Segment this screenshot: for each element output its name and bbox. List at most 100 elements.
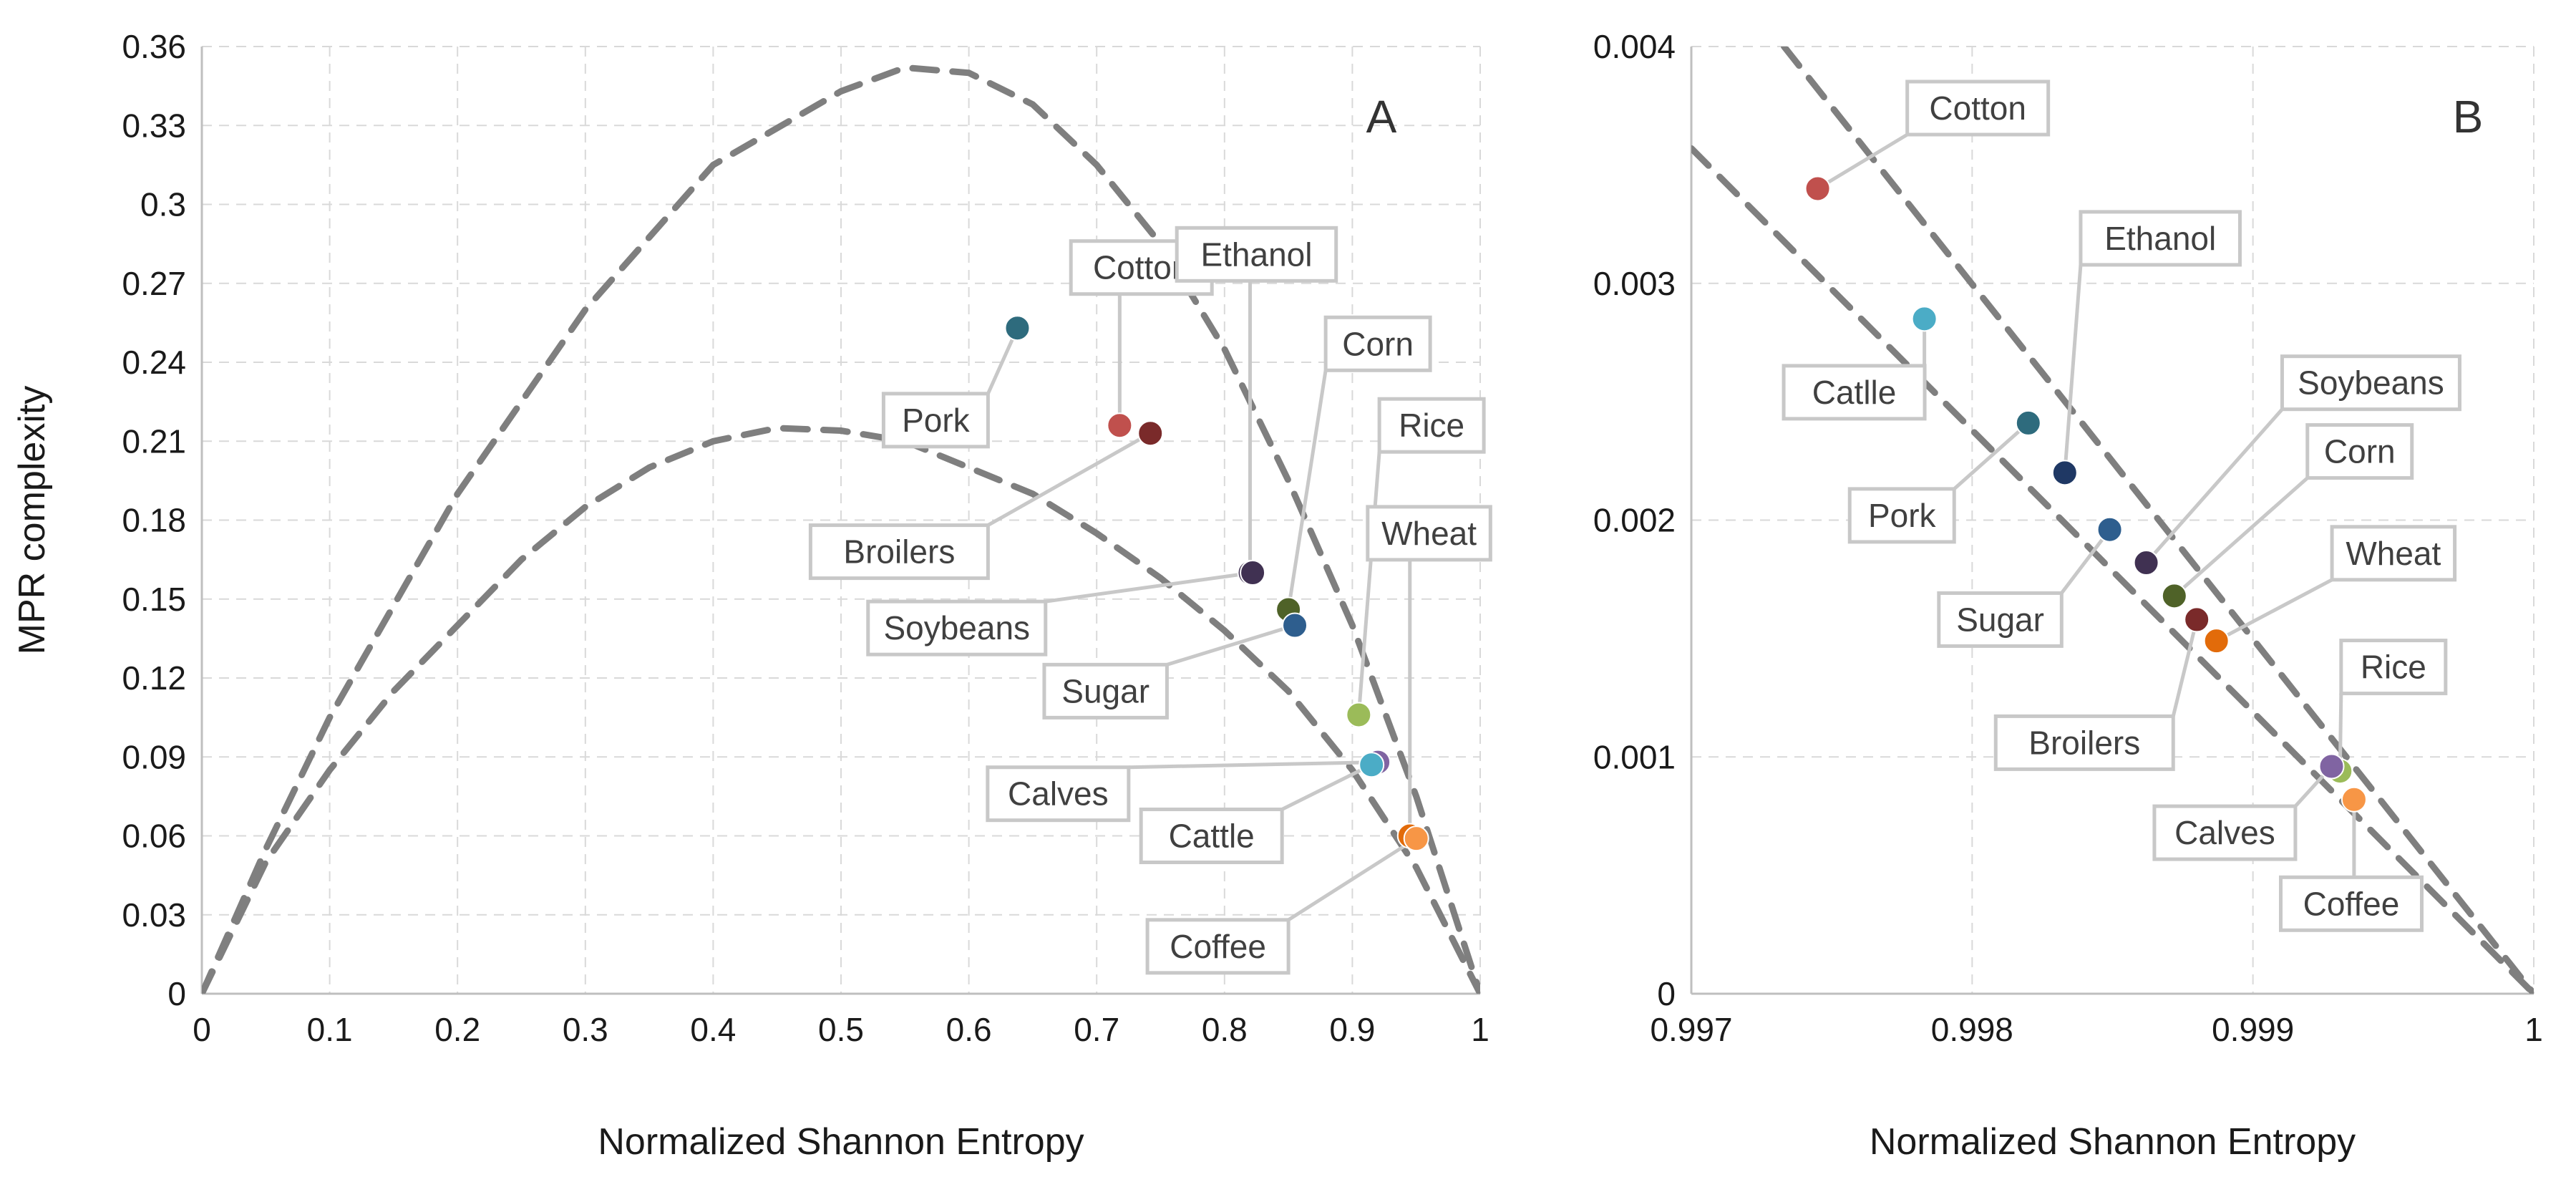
label-text: Corn [2324,433,2396,470]
point-soybeans [2133,550,2159,576]
label-box [1937,591,2064,648]
label-sugar: Sugar [1937,591,2064,648]
point-cotton [1107,412,1133,439]
y-tick-label: 0.003 [1593,265,1676,302]
label-catlle: Catlle [1782,364,1927,421]
data-labels: Pork Cotton Broilers Ethanol Soybeans Corn Sug… [808,226,1492,975]
label-box [986,765,1131,823]
label-corn: Corn [2305,423,2414,480]
x-tick-label: 0.998 [1931,1011,2013,1048]
label-box [1042,662,1169,720]
y-tick-label: 0.03 [122,896,186,934]
x-axis-label: Normalized Shannon Entropy [598,1121,1084,1163]
label-box [2305,423,2414,480]
leader-sugar [2060,528,2111,594]
label-coffee: Coffee [2278,875,2424,932]
y-tick-label: 0.09 [122,738,186,775]
y-tick-label: 0.06 [122,818,186,855]
label-box [2280,354,2461,412]
point-corn [2161,583,2187,609]
data-labels: Cotton Catlle Pork Ethanol Sugar Soybeans Corn… [1782,79,2461,932]
label-text: Cotton [1093,249,1190,286]
label-box [2152,804,2298,861]
x-tick-label: 0.997 [1650,1011,1732,1048]
label-pork: Pork [881,392,990,449]
label-pork: Pork [1847,487,1956,544]
label-text: Rice [2361,649,2426,686]
label-text: Soybeans [2298,364,2444,402]
label-ethanol: Ethanol [2079,210,2242,267]
x-tick-label: 0 [193,1011,211,1048]
y-tick-label: 0.002 [1593,502,1676,539]
lower-bound-curve [1691,145,2534,994]
label-box [1377,397,1486,454]
label-text: Coffee [2303,885,2400,922]
label-box [1139,808,1284,864]
label-box [1782,364,1927,421]
label-cotton: Cotton [1905,79,2051,137]
label-broilers: Broilers [808,523,990,581]
y-tick-label: 0.24 [122,344,186,381]
leader-rice [1356,452,1381,715]
label-text: Wheat [1381,515,1477,552]
point-pork [2015,410,2041,436]
label-text: Catlle [1812,374,1897,411]
label-text: Ethanol [1200,236,1312,273]
y-tick-label: 0.33 [122,107,186,144]
label-broilers: Broilers [1993,714,2175,771]
label-text: Broilers [843,533,955,571]
y-tick-label: 0.18 [122,502,186,539]
leader-corn [1286,369,1328,610]
lower-bound-curve [202,425,1480,994]
point-ethanol [2051,460,2078,486]
point-sugar [2096,516,2123,543]
label-text: Corn [1342,325,1414,362]
upper-bound-curve [1781,47,2534,994]
x-axis-label: Normalized Shannon Entropy [1870,1121,2356,1163]
x-tick-label: 0.8 [1202,1011,1248,1048]
label-box [2079,210,2242,267]
label-text: Pork [902,402,971,439]
label-box [2278,875,2424,932]
label-text: Pork [1868,497,1937,534]
label-text: Sugar [1956,601,2044,638]
leader-wheat [2215,578,2333,643]
label-text: Ethanol [2104,220,2216,257]
label-soybeans: Soybeans [2280,354,2461,412]
label-box [2330,525,2457,582]
point-broilers [2184,606,2210,633]
label-box [1905,79,2051,137]
label-cattle: Cattle [1139,808,1284,864]
leader-broilers [987,432,1152,527]
label-box [2339,639,2448,696]
label-corn: Corn [1323,315,1432,372]
point-pork [1004,315,1031,342]
upper-bound-curve [202,64,1480,994]
label-box [808,523,990,581]
y-tick-label: 0.21 [122,422,186,460]
label-wheat: Wheat [1366,505,1492,562]
point-catlle [1911,306,1938,332]
label-text: Sugar [1061,672,1150,709]
label-text: Broilers [2028,724,2140,761]
leader-ethanol [2063,264,2083,473]
x-tick-label: 1 [1471,1011,1489,1048]
label-coffee: Coffee [1145,918,1291,975]
leader-calves [1128,760,1379,770]
panel-label: A [1366,91,1397,142]
y-axis-label: MPR complexity [11,386,53,655]
x-tick-label: 0.9 [1329,1011,1375,1048]
label-box [1993,714,2175,771]
point-broilers [1137,420,1164,447]
leader-lines [986,281,1418,921]
panel-a-chart: 00.030.060.090.120.150.180.210.240.270.3… [11,28,1492,1163]
label-box [1847,487,1956,544]
label-text: Cattle [1169,818,1255,855]
leader-soybeans [1045,571,1253,604]
x-tick-label: 0.7 [1074,1011,1119,1048]
y-tick-label: 0.004 [1593,28,1676,65]
x-tick-label: 0.6 [946,1011,992,1048]
leader-coffee [1287,837,1418,921]
y-tick-label: 0.12 [122,659,186,697]
